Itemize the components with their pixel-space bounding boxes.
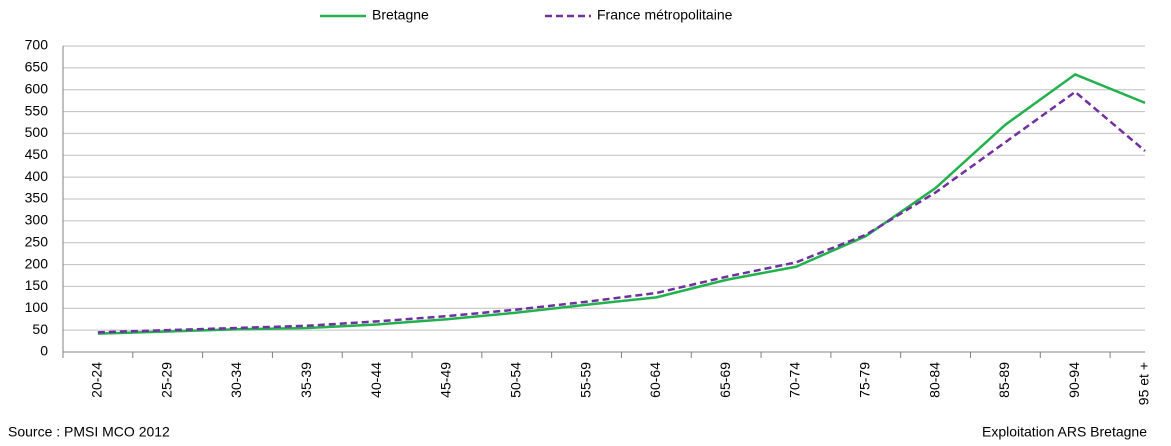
series-line [97,90,1146,334]
credit-note: Exploitation ARS Bretagne [982,424,1147,440]
y-tick-label: 450 [25,146,49,162]
y-tick-label: 300 [25,212,49,228]
legend-label: Bretagne [372,7,429,23]
y-tick-label: 700 [25,37,49,53]
x-tick-label: 45-49 [438,362,454,398]
x-tick-label: 20-24 [89,362,105,398]
y-tick-label: 550 [25,102,49,118]
y-tick-label: 500 [25,124,49,140]
x-tick-label: 35-39 [298,362,314,398]
x-tick-label: 90-94 [1066,362,1082,398]
y-tick-label: 150 [25,277,49,293]
x-tick-label: 30-34 [228,362,244,398]
x-tick-label: 50-54 [507,362,523,398]
x-tick-label: 80-84 [926,362,942,398]
x-tick-label: 40-44 [368,362,384,398]
y-tick-label: 600 [25,80,49,96]
y-tick-label: 250 [25,233,49,249]
x-tick-label: 55-59 [577,362,593,398]
x-tick-label: 70-74 [787,362,803,398]
y-tick-label: 50 [32,321,48,337]
y-tick-label: 400 [25,168,49,184]
x-tick-label: 65-69 [717,362,733,398]
y-tick-label: 0 [40,343,48,359]
x-tick-label: 85-89 [996,362,1012,398]
y-tick-label: 650 [25,59,49,75]
legend-label: France métropolitaine [597,7,733,23]
y-tick-label: 100 [25,299,49,315]
y-tick-label: 200 [25,255,49,271]
x-tick-label: 25-29 [158,362,174,398]
y-tick-label: 350 [25,190,49,206]
source-note: Source : PMSI MCO 2012 [8,424,170,440]
x-tick-label: 75-79 [856,362,872,398]
x-tick-label: 60-64 [647,362,663,398]
series-line [97,72,1146,335]
x-tick-label: 95 et + [1136,362,1152,405]
